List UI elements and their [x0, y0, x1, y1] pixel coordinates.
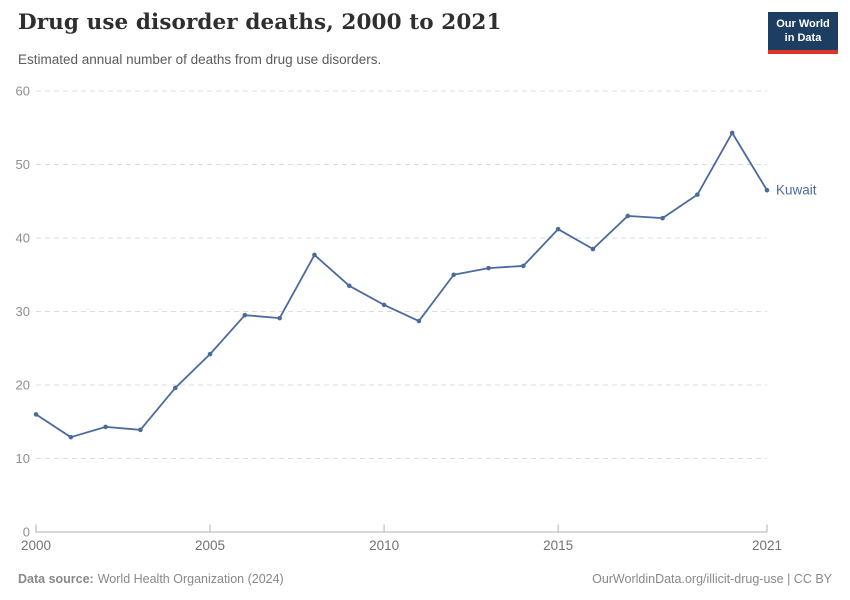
- owid-logo-line2: in Data: [784, 32, 822, 45]
- series-label-kuwait[interactable]: Kuwait: [776, 183, 817, 198]
- y-tick-label-20: 20: [16, 378, 30, 393]
- data-point-kuwait-2020[interactable]: [729, 130, 735, 136]
- data-point-kuwait-2002[interactable]: [103, 424, 108, 430]
- x-tick-label-2005: 2005: [195, 538, 225, 553]
- x-tick-label-2015: 2015: [543, 538, 573, 553]
- data-point-kuwait-2003[interactable]: [138, 427, 143, 433]
- y-tick-label-50: 50: [16, 157, 30, 172]
- data-point-kuwait-2005[interactable]: [207, 351, 213, 357]
- chart-subtitle: Estimated annual number of deaths from d…: [18, 52, 382, 67]
- data-point-kuwait-2011[interactable]: [416, 318, 422, 324]
- data-point-kuwait-2001[interactable]: [68, 434, 74, 440]
- data-point-kuwait-2010[interactable]: [381, 302, 387, 308]
- owid-logo-line1: Our World: [776, 18, 830, 30]
- y-tick-label-10: 10: [16, 451, 30, 466]
- data-point-kuwait-2000[interactable]: [33, 412, 39, 417]
- x-tick-label-2000: 2000: [21, 538, 51, 553]
- y-tick-label-0: 0: [23, 525, 30, 540]
- data-point-kuwait-2014[interactable]: [521, 263, 526, 269]
- data-source-text: World Health Organization (2024): [97, 572, 284, 586]
- data-point-kuwait-2007[interactable]: [277, 315, 282, 321]
- data-point-kuwait-2015[interactable]: [555, 226, 561, 232]
- data-point-kuwait-2004[interactable]: [172, 385, 178, 391]
- data-point-kuwait-2009[interactable]: [346, 283, 352, 289]
- chart-footer: Data source: World Health Organization (2…: [18, 572, 832, 586]
- data-point-kuwait-2008[interactable]: [312, 252, 317, 258]
- x-tick-label-2021: 2021: [752, 538, 782, 553]
- data-point-kuwait-2021[interactable]: [764, 187, 770, 193]
- data-source-label: Data source:: [18, 572, 94, 586]
- data-point-kuwait-2006[interactable]: [242, 312, 248, 318]
- y-tick-label-30: 30: [16, 304, 30, 319]
- chart-title: Drug use disorder deaths, 2000 to 2021: [18, 10, 502, 35]
- y-tick-label-60: 60: [16, 84, 30, 99]
- y-tick-label-40: 40: [16, 231, 30, 246]
- x-tick-label-2010: 2010: [369, 538, 399, 553]
- data-source: Data source: World Health Organization (2…: [18, 572, 284, 586]
- data-point-kuwait-2016[interactable]: [590, 246, 596, 252]
- data-point-kuwait-2019[interactable]: [695, 192, 700, 197]
- credit-link[interactable]: OurWorldinData.org/illicit-drug-use | CC…: [592, 572, 832, 586]
- series-line-kuwait[interactable]: [35, 131, 768, 439]
- data-point-kuwait-2012[interactable]: [451, 272, 457, 278]
- data-point-kuwait-2017[interactable]: [625, 213, 631, 219]
- owid-logo[interactable]: Our World in Data: [768, 12, 838, 54]
- data-point-kuwait-2013[interactable]: [486, 265, 491, 271]
- data-point-kuwait-2018[interactable]: [660, 215, 665, 221]
